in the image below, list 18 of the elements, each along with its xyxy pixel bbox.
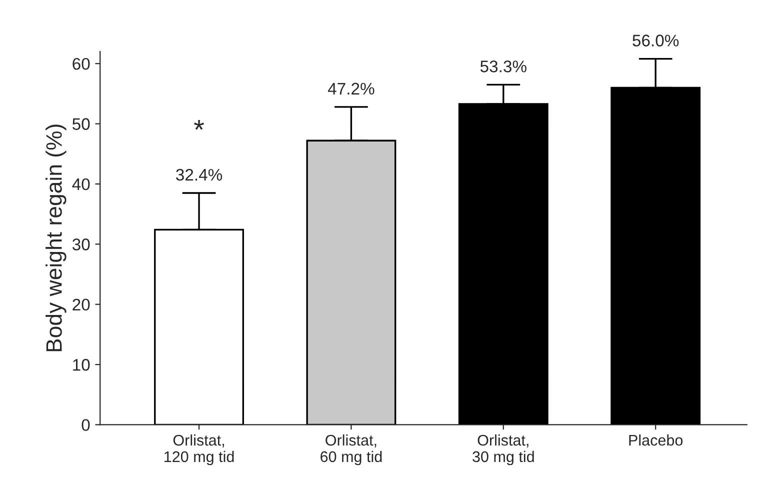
annotation: *	[194, 120, 204, 130]
x-tick-label: Placebo	[629, 434, 683, 446]
y-tick-label: 40	[72, 178, 90, 190]
y-tick-label: 60	[72, 58, 90, 70]
y-tick-label: 10	[73, 358, 90, 371]
x-tick-label: Orlistat, 60 mg tid	[320, 434, 382, 466]
y-tick-label: 0	[82, 419, 90, 431]
y-axis-title: Body weight regain (%)	[46, 124, 66, 352]
x-tick-label: Orlistat, 120 mg tid	[164, 434, 234, 466]
y-tick-label: 20	[72, 298, 90, 311]
y-tick-label: 30	[72, 238, 90, 250]
y-tick-label: 50	[72, 118, 90, 130]
x-tick-label: Orlistat, 30 mg tid	[472, 434, 534, 466]
bar	[458, 103, 548, 425]
data-label: 56.0%	[632, 34, 679, 46]
data-label: 47.2%	[328, 82, 374, 95]
data-label: 32.4%	[176, 168, 222, 181]
data-label: 53.3%	[480, 60, 526, 72]
